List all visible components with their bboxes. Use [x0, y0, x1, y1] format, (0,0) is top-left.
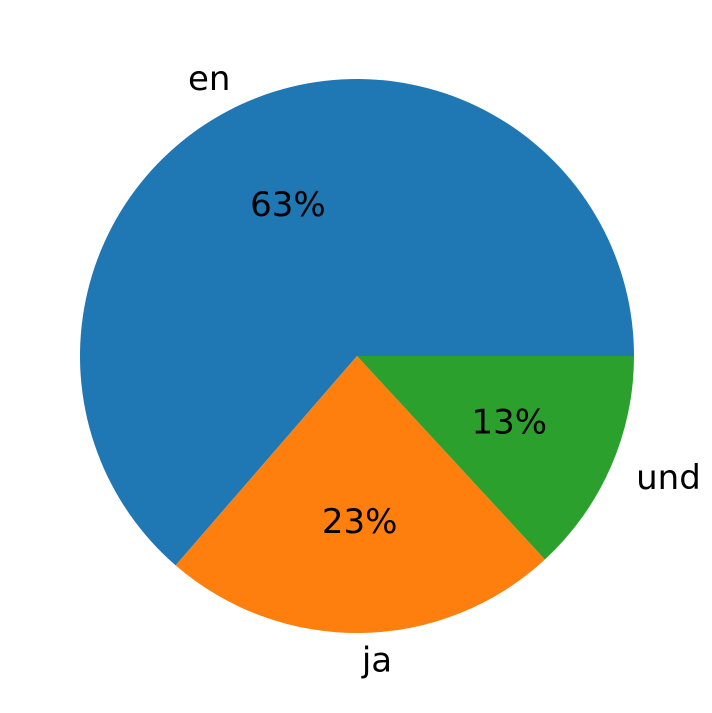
slice-label-en: en — [188, 59, 230, 99]
pie-slice-und — [357, 356, 634, 560]
pie-labels: 63% en 23% ja 13% und — [188, 59, 701, 681]
pct-label-en: 63% — [250, 185, 326, 225]
slice-label-und: und — [636, 458, 701, 498]
pct-label-und: 13% — [471, 403, 547, 443]
pie-slice-ja — [175, 356, 545, 634]
pie-slice-en — [79, 78, 634, 566]
pct-label-ja: 23% — [322, 502, 398, 542]
pie-slices — [79, 78, 634, 634]
slice-label-ja: ja — [361, 641, 392, 681]
